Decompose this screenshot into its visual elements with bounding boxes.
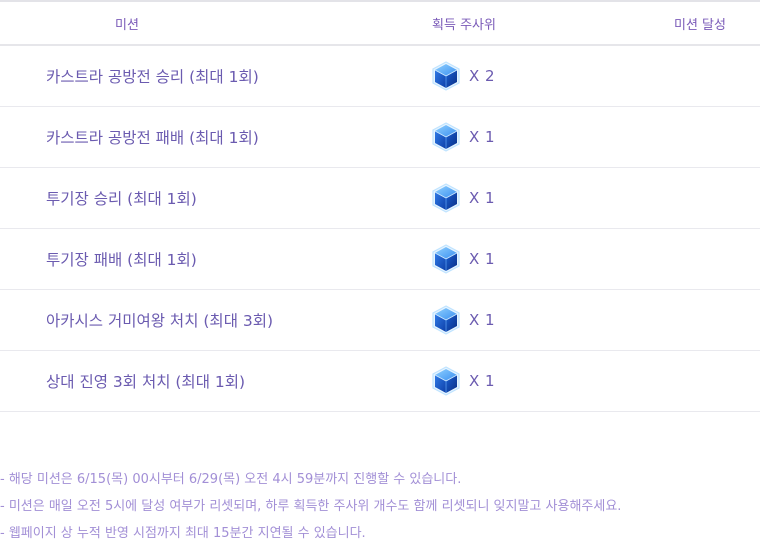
header-mission: 미션	[115, 17, 139, 33]
table-row: 투기장 승리 (최대 1회) X 1	[0, 168, 760, 229]
dice-reward: X 1	[420, 366, 640, 396]
dice-reward: X 1	[420, 244, 640, 274]
dice-count: X 2	[469, 67, 496, 85]
mission-name: 카스트라 공방전 승리 (최대 1회)	[46, 68, 259, 86]
mission-name: 투기장 패배 (최대 1회)	[46, 251, 197, 269]
table-header: 미션 획득 주사위 미션 달성	[0, 2, 760, 46]
table-row: 상대 진영 3회 처치 (최대 1회) X 1	[0, 351, 760, 412]
blue-dice-icon	[432, 305, 460, 335]
mission-name: 상대 진영 3회 처치 (최대 1회)	[46, 373, 246, 391]
table-row: 카스트라 공방전 승리 (최대 1회) X 2	[0, 46, 760, 107]
notice-list: - 해당 미션은 6/15(목) 00시부터 6/29(목) 오전 4시 59분…	[0, 466, 760, 545]
blue-dice-icon	[432, 244, 460, 274]
notice-item: - 미션은 매일 오전 5시에 달성 여부가 리셋되며, 하루 획득한 주사위 …	[0, 499, 622, 514]
dice-count: X 1	[469, 372, 496, 390]
header-dice: 획득 주사위	[432, 17, 496, 33]
dice-reward: X 1	[420, 183, 640, 213]
blue-dice-icon	[432, 183, 460, 213]
table-row: 투기장 패배 (최대 1회) X 1	[0, 229, 760, 290]
dice-count: X 1	[469, 128, 496, 146]
blue-dice-icon	[432, 61, 460, 91]
mission-name: 아카시스 거미여왕 처치 (최대 3회)	[46, 312, 274, 330]
dice-reward: X 1	[420, 122, 640, 152]
mission-name: 카스트라 공방전 패배 (최대 1회)	[46, 129, 259, 147]
dice-count: X 1	[469, 189, 496, 207]
blue-dice-icon	[432, 122, 460, 152]
blue-dice-icon	[432, 366, 460, 396]
table-row: 아카시스 거미여왕 처치 (최대 3회) X 1	[0, 290, 760, 351]
dice-reward: X 1	[420, 305, 640, 335]
mission-table: 미션 획득 주사위 미션 달성 카스트라 공방전 승리 (최대 1회) X 2 …	[0, 0, 760, 412]
dice-reward: X 2	[420, 61, 640, 91]
notice-item: - 웹페이지 상 누적 반영 시점까지 최대 15분간 지연될 수 있습니다.	[0, 526, 366, 541]
notice-item: - 해당 미션은 6/15(목) 00시부터 6/29(목) 오전 4시 59분…	[0, 472, 462, 487]
dice-count: X 1	[469, 311, 496, 329]
mission-name: 투기장 승리 (최대 1회)	[46, 190, 197, 208]
dice-count: X 1	[469, 250, 496, 268]
header-achieve: 미션 달성	[674, 17, 726, 33]
table-row: 카스트라 공방전 패배 (최대 1회) X 1	[0, 107, 760, 168]
